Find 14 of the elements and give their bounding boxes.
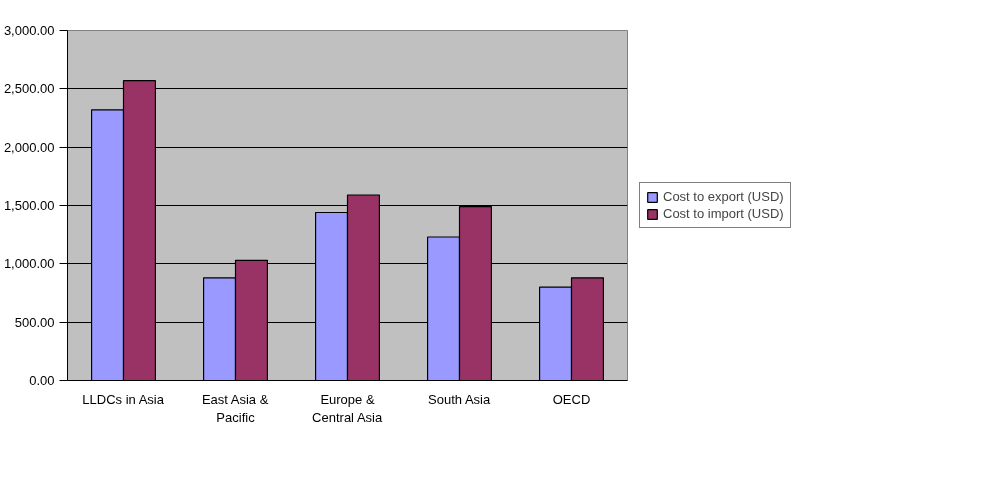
x-tick-label: Europe & Central Asia bbox=[312, 391, 383, 425]
x-tick-label: LLDCs in Asia bbox=[82, 391, 165, 407]
y-tick-label: 1,000.00 bbox=[3, 256, 55, 272]
x-tick-label: OECD bbox=[552, 391, 591, 407]
y-tick-label: 3,000.00 bbox=[3, 23, 55, 38]
y-tick-label: 500.00 bbox=[14, 314, 55, 330]
x-tick-label: South Asia bbox=[428, 391, 491, 407]
y-tick-label: 1,500.00 bbox=[3, 198, 55, 213]
legend-label: Cost to import (USD) bbox=[663, 206, 784, 221]
y-tick-label: 2,500.00 bbox=[3, 81, 55, 97]
legend-label: Cost to export (USD) bbox=[663, 189, 784, 204]
x-tick-label: East Asia & Pacific bbox=[201, 391, 269, 425]
y-tick-label: 0.00 bbox=[29, 373, 55, 388]
y-tick-label: 2,000.00 bbox=[3, 139, 55, 155]
